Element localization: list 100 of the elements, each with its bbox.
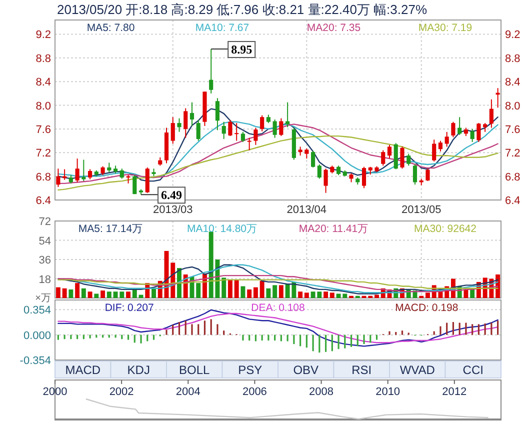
candlestick bbox=[279, 118, 284, 137]
y-tick-label: 0.354 bbox=[23, 304, 51, 317]
text: MA10: 14.80万 bbox=[186, 223, 258, 235]
candlestick bbox=[381, 150, 386, 166]
y2-tick-label: 6.8 bbox=[505, 171, 520, 184]
text: OBV bbox=[293, 363, 319, 377]
candlestick bbox=[215, 98, 220, 131]
candlestick bbox=[132, 174, 137, 195]
candlestick bbox=[126, 174, 130, 184]
line-series bbox=[58, 135, 498, 191]
text: MACD bbox=[65, 363, 101, 377]
x-tick-label: 2012 bbox=[442, 386, 467, 398]
candlestick bbox=[406, 153, 411, 166]
bar bbox=[94, 294, 99, 298]
bar bbox=[374, 294, 379, 298]
y-tick-label: 0.000 bbox=[23, 330, 51, 342]
y2-tick-label: 7.6 bbox=[505, 124, 520, 136]
bar bbox=[100, 290, 106, 298]
y-tick-label: 18 bbox=[38, 274, 51, 286]
bar bbox=[222, 278, 226, 298]
candlestick bbox=[426, 168, 430, 182]
y-tick-label: 6.8 bbox=[36, 171, 51, 184]
candlestick bbox=[247, 137, 252, 151]
bar bbox=[56, 287, 60, 298]
x-tick-label: 2013/05 bbox=[401, 204, 442, 216]
y-tick-label: 8.0 bbox=[36, 100, 51, 112]
candlestick bbox=[228, 120, 232, 137]
text: PSY bbox=[238, 363, 262, 377]
candlestick bbox=[254, 127, 258, 146]
candlestick bbox=[190, 102, 194, 126]
bar bbox=[464, 289, 468, 298]
candlestick bbox=[317, 164, 322, 180]
x-tick-label: 2013/03 bbox=[152, 204, 193, 216]
x-tick-label: 2006 bbox=[242, 386, 267, 398]
series-label: DEA: 0.108 bbox=[251, 302, 306, 314]
y2-tick-label: 7.2 bbox=[505, 148, 520, 160]
y-tick-label: 54 bbox=[38, 235, 51, 248]
bar bbox=[88, 292, 92, 298]
x-tick-label: 2000 bbox=[42, 386, 68, 398]
bar bbox=[62, 288, 67, 298]
line-series bbox=[58, 279, 498, 289]
bar bbox=[470, 289, 475, 298]
y-tick-label: 8.4 bbox=[36, 76, 51, 89]
bar bbox=[132, 289, 137, 298]
candlestick bbox=[260, 114, 264, 132]
candlestick bbox=[412, 164, 418, 186]
bar bbox=[81, 288, 86, 298]
candlestick bbox=[304, 148, 309, 160]
candlestick bbox=[56, 168, 60, 188]
bar bbox=[304, 292, 309, 298]
bar bbox=[68, 289, 74, 298]
annotation: 6.49 bbox=[161, 188, 182, 202]
y-tick-label: 7.2 bbox=[36, 148, 51, 160]
candlestick bbox=[177, 118, 182, 132]
candlestick bbox=[184, 108, 188, 138]
candlestick bbox=[438, 140, 443, 152]
y-tick-label: 6.4 bbox=[36, 195, 51, 207]
text: BOLL bbox=[179, 363, 210, 377]
bar bbox=[75, 283, 80, 298]
y2-tick-label: 8.0 bbox=[505, 100, 520, 112]
y-axis-title: ×万 bbox=[35, 293, 51, 304]
text: MA20: 7.35 bbox=[306, 22, 361, 34]
text: MA5: 17.14万 bbox=[78, 223, 144, 235]
candlestick bbox=[432, 139, 436, 162]
bar bbox=[247, 289, 252, 298]
y-tick-label: 72 bbox=[38, 216, 51, 228]
candlestick bbox=[362, 166, 366, 189]
bar bbox=[266, 288, 271, 298]
y2-tick-label: 8.4 bbox=[505, 76, 520, 89]
candlestick bbox=[222, 121, 226, 140]
text: MA30: 92642 bbox=[414, 223, 477, 235]
bar bbox=[330, 292, 334, 298]
series-label: DIF: 0.207 bbox=[104, 302, 154, 314]
candlestick bbox=[120, 168, 124, 180]
bar bbox=[278, 285, 284, 298]
candlestick bbox=[196, 120, 200, 142]
candlestick bbox=[451, 121, 456, 138]
candlestick bbox=[324, 168, 328, 194]
y2-tick-label: 6.4 bbox=[505, 195, 520, 207]
bar bbox=[272, 285, 278, 298]
text: WVAD bbox=[400, 363, 436, 377]
text: RSI bbox=[352, 363, 372, 377]
candlestick bbox=[82, 159, 86, 182]
annotation: 8.95 bbox=[231, 42, 252, 57]
bar bbox=[228, 280, 232, 298]
x-tick-label: 2004 bbox=[176, 386, 200, 398]
bar bbox=[260, 280, 264, 298]
y2-tick-label: 9.2 bbox=[505, 29, 520, 42]
bar bbox=[126, 292, 130, 298]
text: MA5: 7.80 bbox=[86, 22, 135, 34]
bar bbox=[240, 286, 246, 298]
y-tick-label: 36 bbox=[38, 254, 51, 266]
x-tick-label: 2013/04 bbox=[286, 204, 327, 216]
text: MA20: 11.41万 bbox=[298, 223, 369, 235]
candlestick bbox=[145, 166, 150, 194]
y-tick-label: 9.2 bbox=[36, 29, 51, 42]
candlestick bbox=[209, 48, 214, 94]
x-tick-label: 2008 bbox=[309, 386, 334, 398]
bar bbox=[106, 292, 112, 298]
bar bbox=[196, 283, 201, 298]
